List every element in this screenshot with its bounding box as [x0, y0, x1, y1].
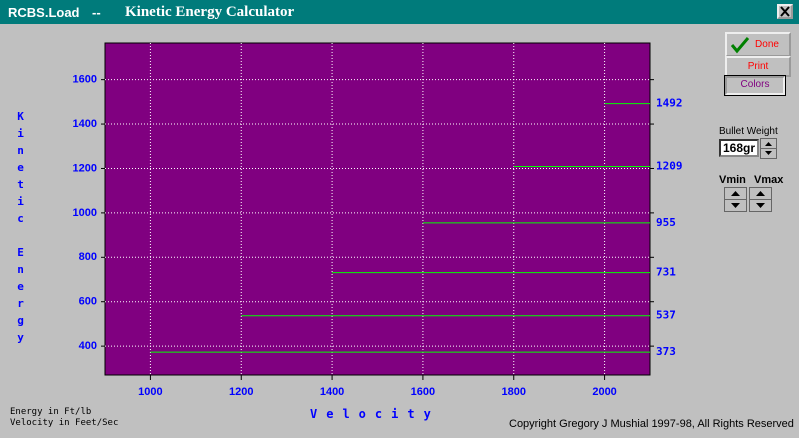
- x-tick-label: 2000: [592, 386, 616, 398]
- plot-area: [104, 42, 651, 376]
- button-label: Colors: [740, 79, 770, 90]
- x-tick-label: 1800: [502, 386, 526, 398]
- level-label: 537: [656, 309, 676, 322]
- level-label: 955: [656, 216, 676, 229]
- print-button[interactable]: Print: [725, 56, 791, 77]
- x-tick-label: 1200: [229, 386, 253, 398]
- vmin-label: Vmin: [719, 174, 746, 186]
- bullet-weight-label: Bullet Weight: [719, 126, 778, 137]
- y-tick-label: 1600: [73, 74, 97, 86]
- close-button[interactable]: [777, 4, 793, 19]
- level-label: 731: [656, 266, 676, 279]
- note: Energy in Ft/lb: [10, 407, 92, 417]
- y-tick-label: 800: [79, 251, 97, 263]
- x-tick-label: 1600: [411, 386, 435, 398]
- chart: 400 600 800 1000 1200 1400 1600 1000 1200 1400 160…: [73, 42, 683, 398]
- done-button[interactable]: Done: [725, 32, 791, 57]
- close-icon: [780, 6, 790, 17]
- check-icon: [730, 37, 750, 54]
- window-title: Kinetic Energy Calculator: [125, 4, 295, 20]
- title-separator: --: [92, 5, 101, 20]
- y-axis-label: Kinetic Energy: [14, 110, 27, 348]
- velocity-spinners[interactable]: [724, 187, 774, 213]
- x-tick-label: 1400: [320, 386, 344, 398]
- vmax-label: Vmax: [754, 174, 784, 186]
- y-tick-label: 600: [79, 296, 97, 308]
- level-label: 373: [656, 345, 676, 358]
- button-label: Done: [755, 39, 779, 50]
- units-notes: Energy in Ft/lb Velocity in Feet/Sec: [10, 407, 118, 429]
- x-axis-label: Velocity: [310, 407, 440, 421]
- colors-button[interactable]: Colors: [724, 75, 786, 96]
- y-tick-label: 1000: [73, 207, 97, 219]
- button-label: Print: [747, 61, 769, 72]
- x-tick-label: 1000: [138, 386, 162, 398]
- level-label: 1492: [656, 97, 683, 110]
- note: Velocity in Feet/Sec: [10, 418, 119, 428]
- title-bar: RCBS.Load -- Kinetic Energy Calculator: [0, 0, 799, 24]
- app-name: RCBS.Load: [8, 5, 80, 20]
- bullet-weight-input[interactable]: 168gr: [719, 139, 759, 157]
- copyright: Copyright Gregory J Mushial 1997-98, All…: [509, 418, 794, 430]
- y-tick-label: 400: [79, 340, 97, 352]
- level-label: 1209: [656, 159, 683, 172]
- weight-spinner[interactable]: [760, 138, 778, 160]
- y-tick-label: 1200: [73, 162, 97, 174]
- y-tick-label: 1400: [73, 118, 97, 130]
